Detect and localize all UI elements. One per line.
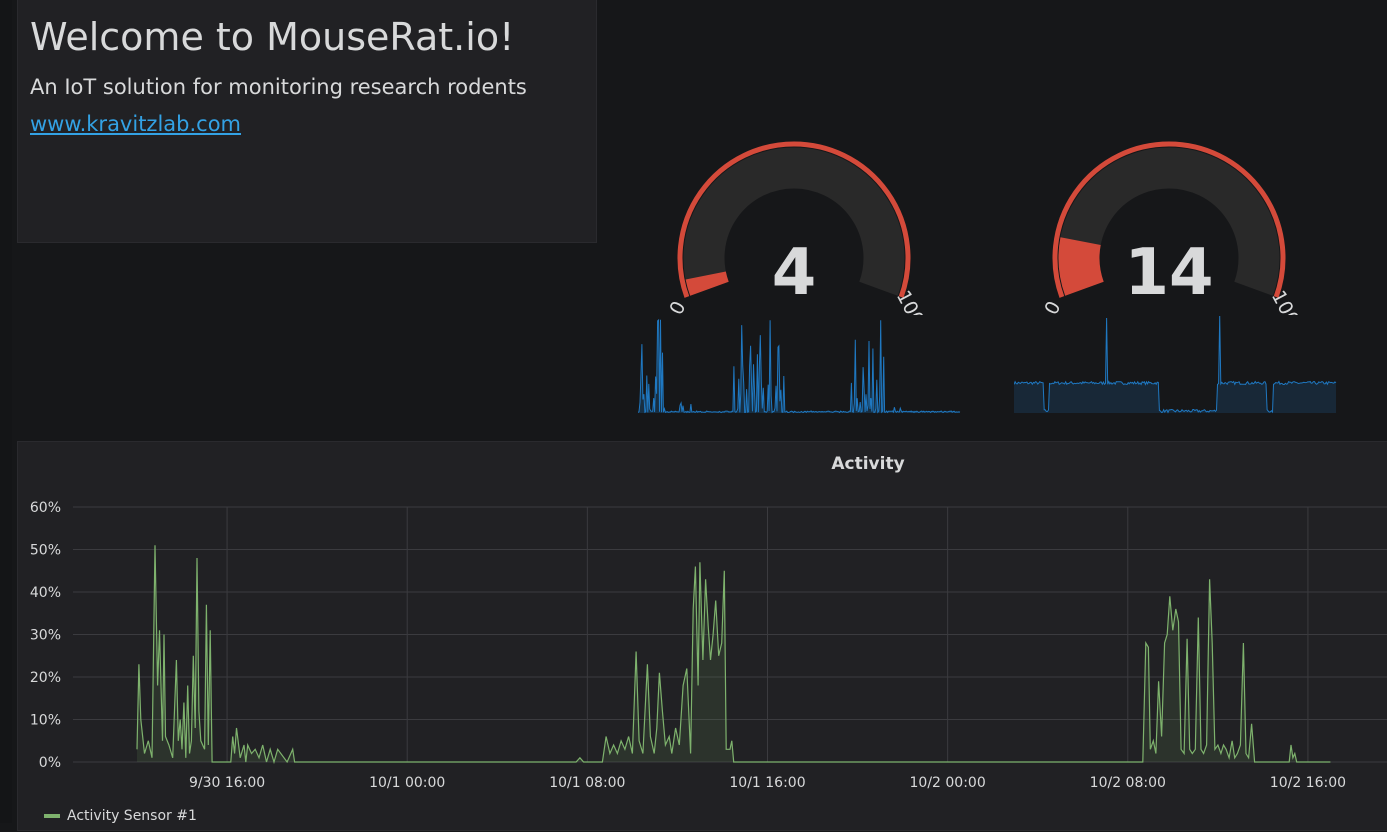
gauge-2-value-arc <box>1058 237 1104 296</box>
gauge-2-threshold-arc <box>1052 141 1286 298</box>
activity-panel: Activity 60% 50% 40% 30% 20% 10% 0% 9/30 16:00… <box>17 441 1387 831</box>
welcome-subtitle: An IoT solution for monitoring research … <box>30 75 527 99</box>
gauge-2-sparkline <box>1014 315 1337 414</box>
legend-swatch <box>44 814 60 818</box>
x-tick-label: 10/1 00:00 <box>369 775 445 791</box>
chart-y-gridlines <box>73 506 1387 763</box>
chart-x-tick-labels: 9/30 16:00 10/1 00:00 10/1 08:00 10/1 16:00… <box>189 775 1346 791</box>
chart-x-gridlines <box>226 507 1309 762</box>
gauge-2-value: 14 <box>1124 236 1213 310</box>
gauge-1-sparkline-fill <box>638 319 960 413</box>
x-tick-label: 10/2 16:00 <box>1270 775 1346 791</box>
welcome-text-panel: Welcome to MouseRat.io! An IoT solution … <box>17 0 597 243</box>
chart-legend[interactable]: Activity Sensor #1 <box>44 808 197 824</box>
gauge-1-value-arc <box>685 271 729 296</box>
gauge-1-track <box>683 147 905 296</box>
gauge-1-value: 4 <box>772 236 817 310</box>
y-tick-label: 50% <box>30 543 61 559</box>
gauge-2-track <box>1058 147 1280 296</box>
x-tick-label: 10/2 08:00 <box>1090 775 1166 791</box>
gauge-2: 14 0 100 <box>1040 141 1303 315</box>
y-tick-label: 60% <box>30 500 61 516</box>
y-tick-label: 10% <box>30 713 61 729</box>
kravitzlab-link[interactable]: www.kravitzlab.com <box>30 112 242 136</box>
gauge-1-sparkline-line <box>638 318 961 414</box>
y-tick-label: 20% <box>30 670 61 686</box>
welcome-title: Welcome to MouseRat.io! <box>30 15 515 59</box>
chart-title: Activity <box>831 454 904 474</box>
x-tick-label: 10/1 08:00 <box>549 775 625 791</box>
activity-chart: Activity 60% 50% 40% 30% 20% 10% 0% 9/30 16:00… <box>30 454 1387 791</box>
series-activity-line <box>136 545 1331 765</box>
gauge-2-sparkline-line <box>1014 315 1337 414</box>
chart-y-tick-labels: 60% 50% 40% 30% 20% 10% 0% <box>30 500 61 771</box>
gauge-1: 4 0 100 <box>665 141 928 315</box>
y-tick-label: 40% <box>30 585 61 601</box>
legend-series-name: Activity Sensor #1 <box>67 808 197 824</box>
gauge-1-threshold-arc <box>677 141 911 298</box>
series-activity-area <box>137 545 1331 762</box>
page-left-edge <box>0 0 12 823</box>
x-tick-label: 10/2 00:00 <box>910 775 986 791</box>
x-tick-label: 10/1 16:00 <box>729 775 805 791</box>
y-tick-label: 30% <box>30 628 61 644</box>
y-tick-label: 0% <box>39 755 61 771</box>
x-tick-label: 9/30 16:00 <box>189 775 265 791</box>
gauge-1-sparkline <box>638 318 961 414</box>
gauge-2-sparkline-fill <box>1014 316 1336 413</box>
